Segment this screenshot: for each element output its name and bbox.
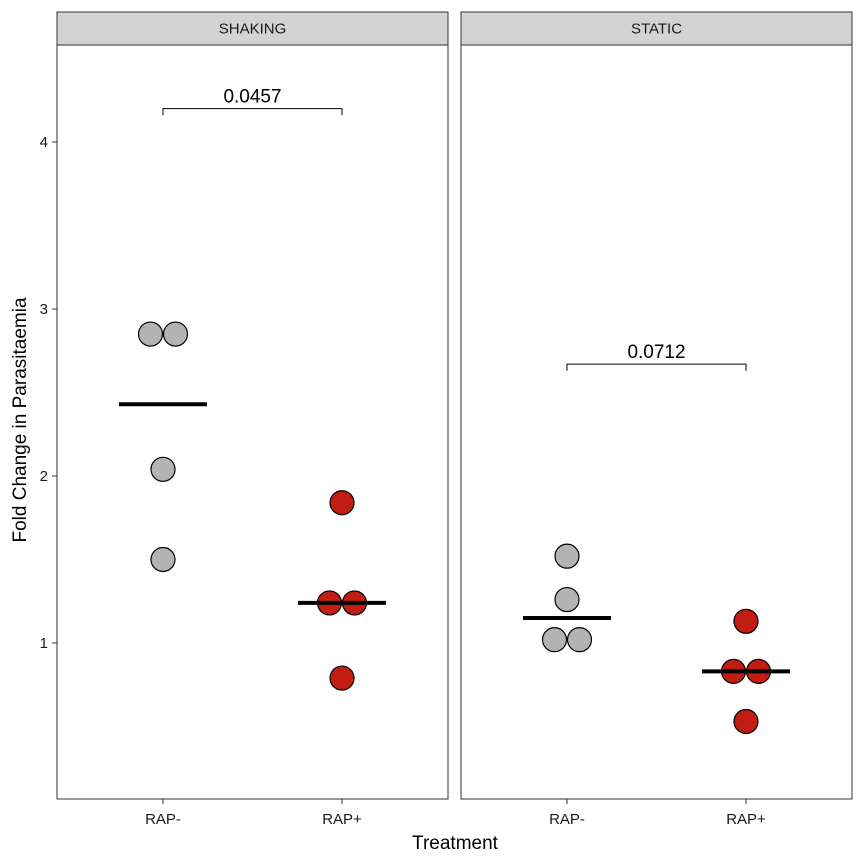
facet-strip <box>56 11 449 46</box>
significance-bracket <box>162 108 343 116</box>
data-point <box>150 546 176 573</box>
p-value-label: 0.0457 <box>223 87 281 108</box>
data-point <box>733 608 759 634</box>
data-point <box>566 627 593 653</box>
data-point <box>329 490 355 516</box>
y-tick-label: 2 <box>40 468 48 485</box>
facet-panel-static: STATIC RAP- RAP+ 0.0712 <box>460 11 853 828</box>
facet-strip <box>460 11 853 46</box>
p-value-label: 0.0712 <box>627 342 685 363</box>
data-point <box>329 665 355 691</box>
data-point <box>733 708 759 735</box>
x-tick-label: RAP+ <box>322 811 362 828</box>
y-axis-title: Fold Change in Parasitaemia <box>10 297 31 542</box>
y-tick-label: 4 <box>40 134 48 151</box>
facet-panels: SHAKING RAP- RAP+ 0.0457 STATIC RAP- RAP+ 0.071… <box>56 11 853 828</box>
data-point <box>554 586 580 613</box>
facet-strip-label: STATIC <box>631 21 682 38</box>
x-tick-label: RAP+ <box>726 811 766 828</box>
facet-panel-shaking: SHAKING RAP- RAP+ 0.0457 <box>56 11 449 828</box>
y-tick-label: 3 <box>40 301 48 318</box>
data-point <box>554 543 580 569</box>
data-point <box>541 627 568 653</box>
x-axis-title: Treatment <box>412 833 499 854</box>
x-tick-label: RAP- <box>145 811 181 828</box>
y-tick-label: 1 <box>40 635 48 652</box>
panel-border <box>56 44 449 800</box>
significance-bracket <box>566 363 747 371</box>
facet-strip-label: SHAKING <box>219 21 287 38</box>
data-point <box>162 321 189 347</box>
x-tick-label: RAP- <box>549 811 585 828</box>
y-axis: 1 2 3 4 <box>40 134 57 652</box>
data-point <box>150 456 176 482</box>
data-point <box>137 321 164 347</box>
panel-border <box>460 44 853 800</box>
